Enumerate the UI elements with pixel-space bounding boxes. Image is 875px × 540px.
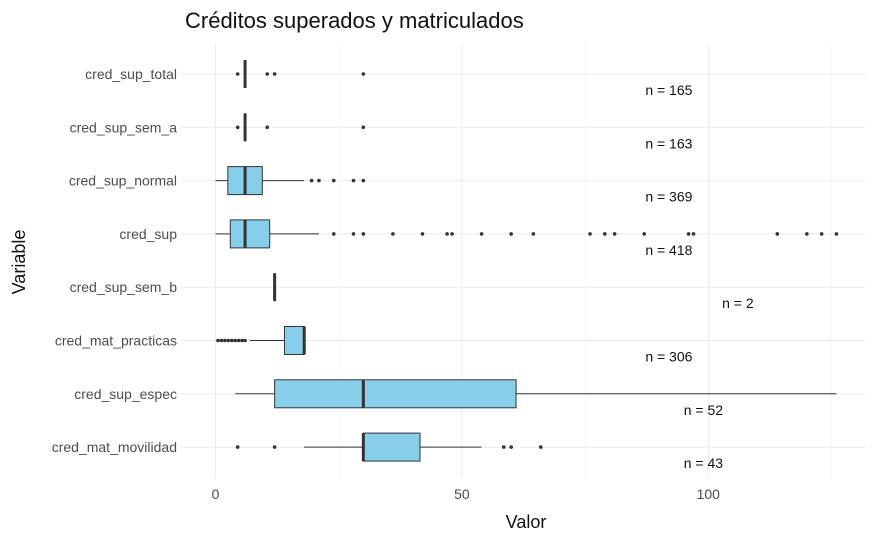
box-iqr xyxy=(362,432,421,462)
y-tick-label: cred_sup_total xyxy=(85,66,177,82)
outlier-point xyxy=(235,72,240,76)
outlier-point xyxy=(775,232,780,236)
outlier-point xyxy=(538,445,543,449)
outlier-point xyxy=(501,445,506,449)
outlier-point xyxy=(219,338,224,343)
outlier-point xyxy=(361,178,366,183)
outlier-point xyxy=(331,232,336,236)
n-label: n = 418 xyxy=(645,242,692,258)
y-tick-labels: cred_sup_total cred_sup_sem_a cred_sup_nor… xyxy=(52,66,178,455)
outlier-point xyxy=(265,125,270,130)
outlier-point xyxy=(509,232,513,236)
n-label: n = 163 xyxy=(645,135,692,151)
chart-title: Créditos superados y matriculados xyxy=(185,8,524,33)
grid-lines xyxy=(181,44,866,478)
outlier-point xyxy=(834,232,839,236)
outlier-point xyxy=(236,338,241,343)
outlier-point xyxy=(223,338,227,343)
outlier-point xyxy=(391,232,395,236)
outlier-point xyxy=(450,232,454,236)
n-label: n = 369 xyxy=(645,189,692,205)
outlier-point xyxy=(331,178,336,183)
x-axis-title: Valor xyxy=(506,512,547,532)
outlier-point xyxy=(642,232,647,236)
box-layer xyxy=(215,60,839,462)
outlier-point xyxy=(272,445,277,449)
outlier-point xyxy=(603,232,607,236)
outlier-point xyxy=(361,232,366,236)
y-tick-label: cred_mat_movilidad xyxy=(52,439,177,455)
x-tick-label: 50 xyxy=(454,486,470,502)
outlier-point xyxy=(317,178,321,183)
y-tick-label: cred_sup_sem_a xyxy=(70,119,178,135)
outlier-point xyxy=(691,232,696,236)
outlier-point xyxy=(445,232,449,236)
outlier-point xyxy=(309,178,314,183)
outlier-point xyxy=(243,338,247,343)
n-label: n = 2 xyxy=(722,295,754,311)
x-tick-labels: 0 50 100 xyxy=(212,486,721,502)
outlier-point xyxy=(531,232,536,236)
outlier-point xyxy=(235,445,240,449)
n-label: n = 52 xyxy=(684,402,724,418)
outlier-point xyxy=(588,232,592,236)
box-iqr xyxy=(274,379,517,409)
y-tick-label: cred_sup_espec xyxy=(74,386,177,402)
n-label: n = 306 xyxy=(645,349,692,365)
outlier-point xyxy=(361,125,366,130)
outlier-point xyxy=(686,232,691,236)
outlier-point xyxy=(805,232,809,236)
y-tick-label: cred_sup_sem_b xyxy=(70,279,178,295)
outlier-point xyxy=(479,232,484,236)
y-tick-label: cred_mat_practicas xyxy=(55,333,177,349)
outlier-point xyxy=(226,338,231,343)
outlier-point xyxy=(509,445,513,449)
box-iqr xyxy=(283,326,305,355)
outlier-point xyxy=(420,232,425,236)
y-tick-label: cred_sup_normal xyxy=(69,173,177,189)
x-tick-label: 0 xyxy=(212,486,220,502)
n-label: n = 43 xyxy=(684,455,724,471)
outlier-point xyxy=(612,232,617,236)
outlier-point xyxy=(351,178,356,183)
outlier-point xyxy=(229,338,234,343)
outlier-point xyxy=(216,338,220,343)
outlier-point xyxy=(265,72,270,76)
box-iqr xyxy=(229,219,271,249)
n-label: n = 165 xyxy=(645,82,692,98)
outlier-point xyxy=(240,338,244,343)
outlier-point xyxy=(819,232,824,236)
n-labels: n = 165 n = 163 n = 369 n = 418 n = 2 n = 306… xyxy=(645,82,754,471)
outlier-point xyxy=(272,72,277,76)
outlier-point xyxy=(351,232,356,236)
x-tick-label: 100 xyxy=(697,486,721,502)
y-tick-label: cred_sup xyxy=(119,226,177,242)
y-axis-title: Variable xyxy=(9,230,29,295)
outlier-point xyxy=(235,125,240,130)
outlier-point xyxy=(361,72,366,76)
outlier-point xyxy=(233,338,238,343)
